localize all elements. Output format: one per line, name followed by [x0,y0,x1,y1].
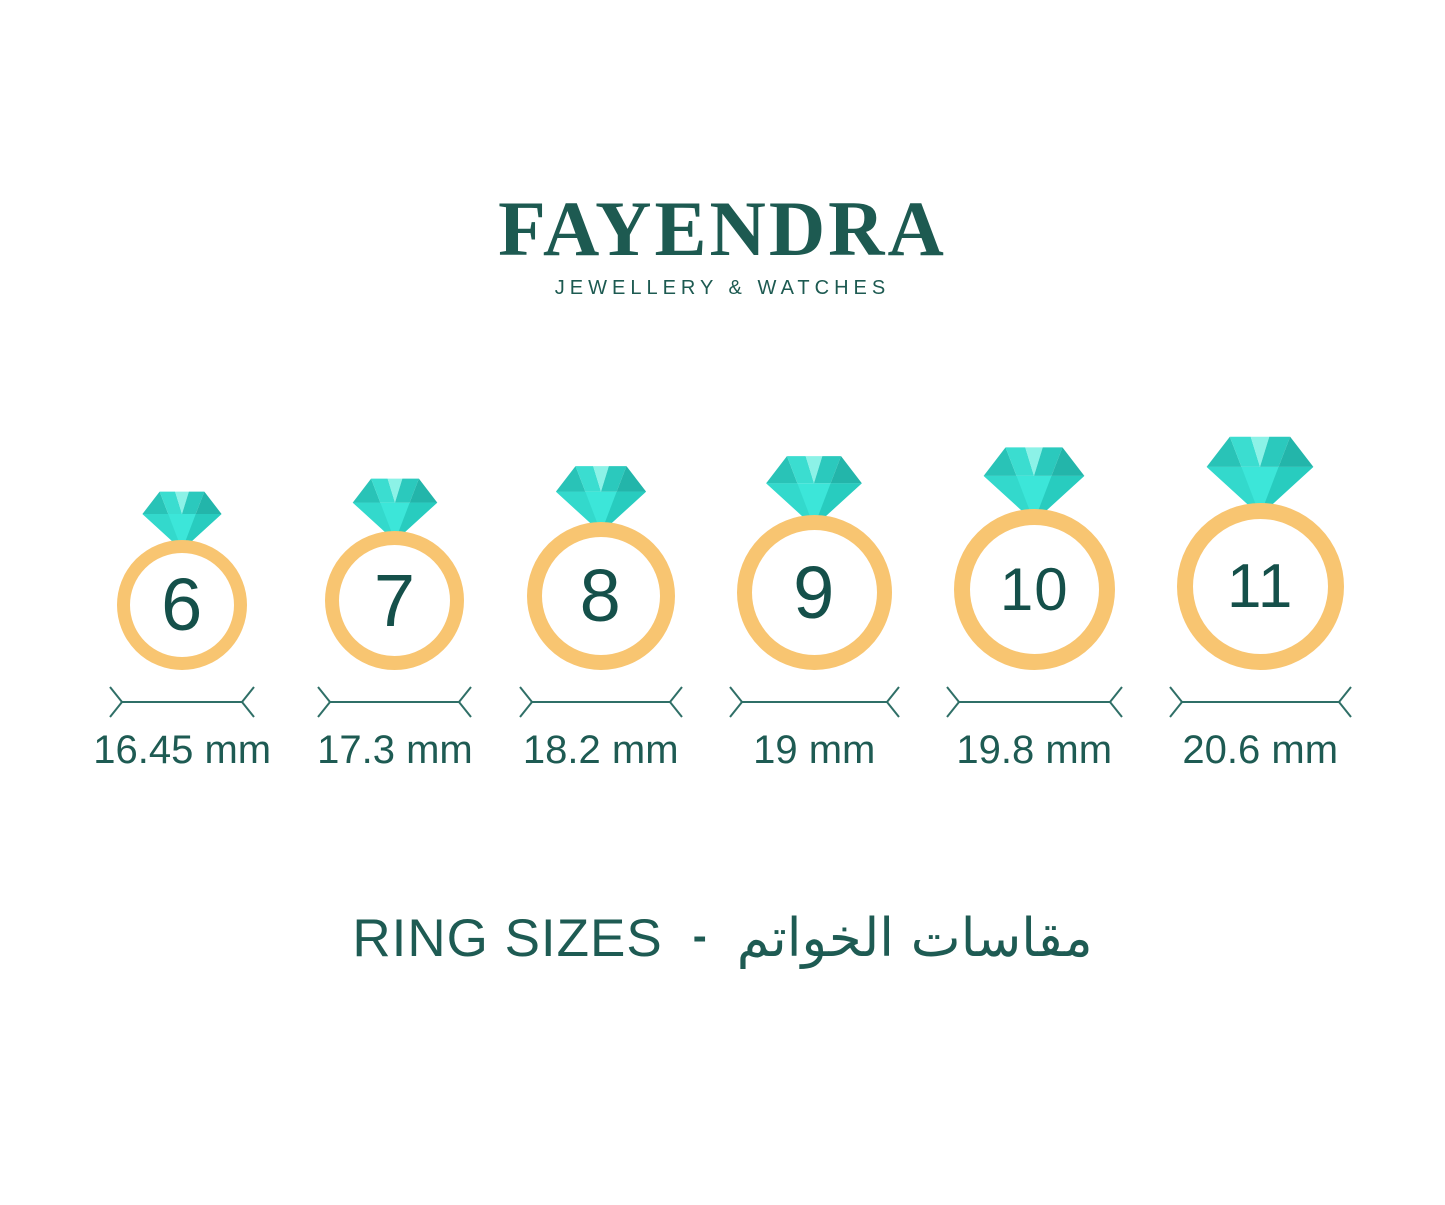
ring-size-number: 9 [793,550,836,634]
ring-size-chart: FAYENDRA JEWELLERY & WATCHES 6 16.45 mm [0,0,1445,969]
measure-arrow-icon [1168,686,1352,718]
measure-arrow-icon [109,686,255,718]
ring-band: 10 [953,509,1115,670]
ring-diameter-label: 17.3 mm [317,728,473,772]
measure-arrow-icon [317,686,473,718]
rings-row: 6 16.45 mm 7 17.3 mm [0,432,1445,772]
ring-item: 11 20.6 mm [1168,432,1352,772]
ring-band: 9 [736,515,892,670]
measure-arrow-icon [945,686,1123,718]
measure-arrow-icon [728,686,900,718]
ring-band: 8 [526,522,675,670]
brand-header: FAYENDRA JEWELLERY & WATCHES [0,0,1445,300]
ring-band: 11 [1176,503,1344,670]
diamond-icon [352,478,438,542]
diamond-icon [766,456,863,527]
ring-item: 7 17.3 mm [317,475,473,772]
brand-tagline: JEWELLERY & WATCHES [554,277,891,299]
chart-title-en: RING SIZES [352,909,663,968]
ring-item: 8 18.2 mm [518,462,683,772]
ring-diameter-label: 20.6 mm [1182,728,1339,772]
brand-logo: FAYENDRA [498,185,947,272]
ring-item: 6 16.45 mm [93,488,271,772]
ring-band: 7 [325,531,465,670]
ring-band: 6 [117,540,248,670]
ring-item: 10 19.8 mm [945,443,1123,772]
ring-size-number: 10 [999,555,1069,623]
ring-item: 9 19 mm [728,452,900,772]
ring-diameter-label: 16.45 mm [93,728,272,772]
ring-diameter-label: 18.2 mm [522,728,679,772]
chart-title-separator: - [692,911,707,959]
diamond-icon [555,466,646,533]
ring-size-number: 11 [1227,551,1294,621]
measure-arrow-icon [518,686,683,718]
chart-title: RING SIZES - مقاسات الخواتم [0,908,1445,969]
ring-diameter-label: 19.8 mm [956,728,1113,772]
ring-size-number: 7 [373,558,416,642]
diamond-icon [142,491,222,551]
ring-size-number: 6 [161,563,204,646]
ring-diameter-label: 19 mm [753,728,876,772]
chart-title-ar: مقاسات الخواتم [736,908,1093,969]
ring-size-number: 8 [579,554,622,637]
